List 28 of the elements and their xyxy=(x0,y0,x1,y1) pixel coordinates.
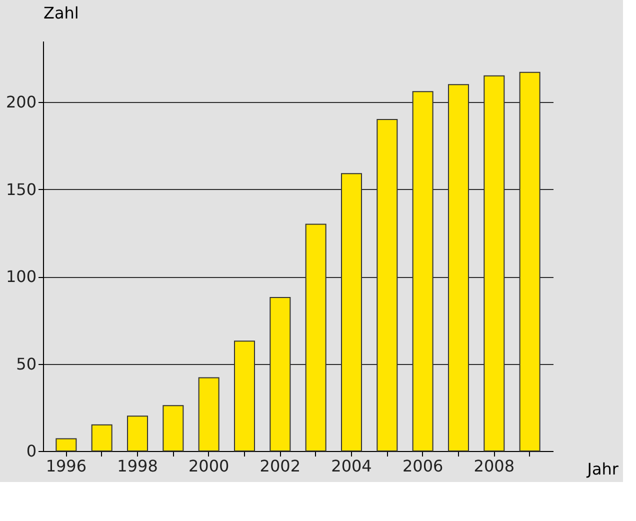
bar xyxy=(270,296,291,452)
bar xyxy=(234,340,256,452)
bar xyxy=(127,416,148,452)
bar xyxy=(340,173,362,452)
x-tick-label: 2006 xyxy=(402,456,444,476)
bar xyxy=(162,405,184,452)
bar xyxy=(91,424,112,452)
x-tick-label: 1998 xyxy=(117,456,158,476)
y-tick-label: 50 xyxy=(16,354,36,374)
x-tick-label: 2002 xyxy=(260,456,301,476)
bar xyxy=(376,119,398,452)
y-axis-title: Zahl xyxy=(44,4,79,22)
bar xyxy=(305,224,326,452)
y-tick-label: 100 xyxy=(6,267,36,286)
bar xyxy=(56,438,77,452)
bar xyxy=(519,72,540,452)
y-tick-label: 200 xyxy=(6,92,36,112)
x-axis-title: Jahr xyxy=(586,460,619,478)
bar xyxy=(198,377,220,452)
bar xyxy=(484,75,505,452)
y-tick-label: 0 xyxy=(26,442,36,460)
y-tick-label: 150 xyxy=(6,180,36,199)
x-tick-label: 2008 xyxy=(474,456,515,476)
x-tick-label: 1996 xyxy=(46,456,87,476)
x-tick-label: 2004 xyxy=(331,456,372,476)
x-tick-label: 2000 xyxy=(188,456,230,476)
bar xyxy=(412,91,434,452)
bar xyxy=(448,84,469,452)
